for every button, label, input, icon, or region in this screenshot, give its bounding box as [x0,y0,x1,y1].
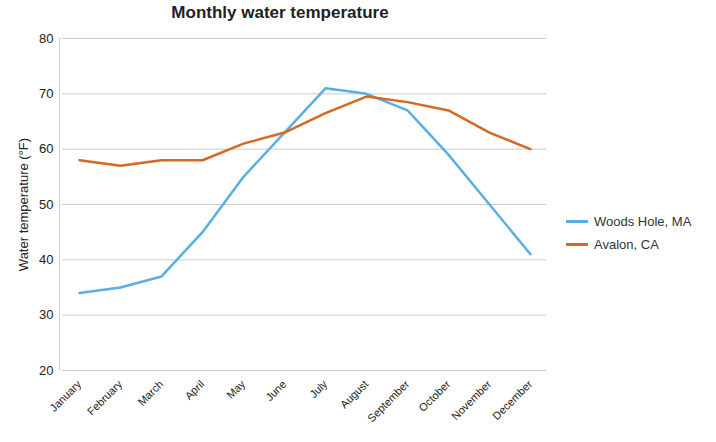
svg-text:March: March [135,378,165,408]
svg-text:September: September [365,378,412,425]
html-text:Monthly water temperature: Monthly water temperature [171,3,389,22]
svg-text:May: May [224,377,248,401]
svg-text:August: August [338,378,371,411]
svg-text:70: 70 [39,86,53,101]
svg-text:January: January [47,377,84,414]
html-text:Avalon, CA: Avalon, CA [594,237,659,252]
svg-text:Water temperature (°F): Water temperature (°F) [16,138,31,271]
svg-text:30: 30 [39,307,53,322]
svg-text:February: February [85,377,125,417]
svg-text:60: 60 [39,141,53,156]
svg-text:June: June [263,378,288,403]
svg-text:October: October [416,378,452,414]
svg-text:April: April [182,378,206,402]
svg-text:80: 80 [39,31,53,46]
svg-text:20: 20 [39,363,53,378]
html-text:Woods Hole, MA: Woods Hole, MA [594,214,692,229]
svg-text:50: 50 [39,197,53,212]
svg-text:November: November [449,378,494,423]
svg-text:40: 40 [39,252,53,267]
svg-text:July: July [307,377,330,400]
svg-text:December: December [490,378,535,423]
